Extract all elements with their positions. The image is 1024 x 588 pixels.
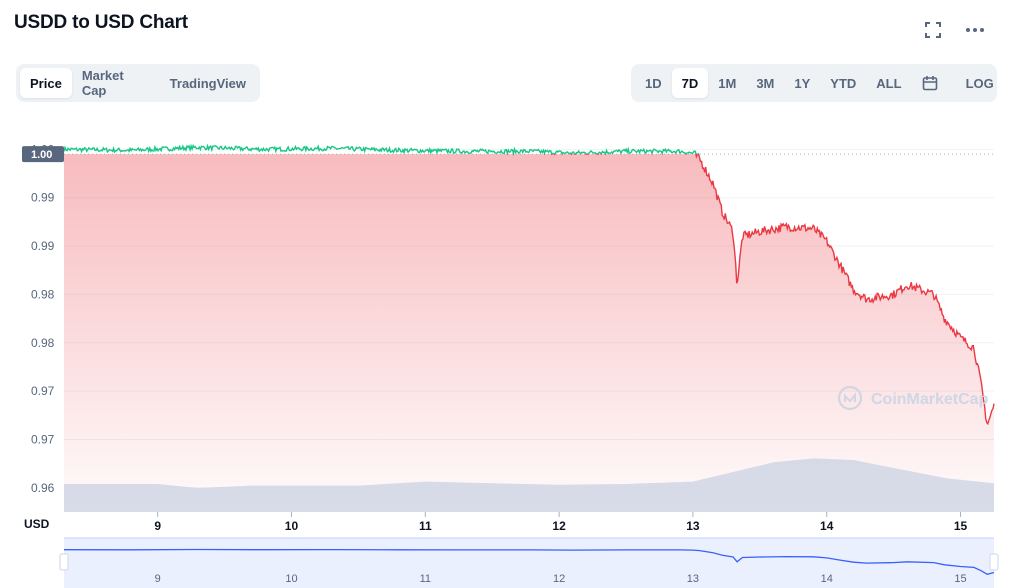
- y-tick-label: 0.99: [31, 191, 55, 205]
- log-scale-button[interactable]: LOG: [965, 75, 994, 91]
- view-tabs: Price Market Cap TradingView: [16, 64, 260, 102]
- fullscreen-icon[interactable]: [921, 18, 945, 42]
- y-tick-label: 0.96: [31, 481, 55, 495]
- tab-tradingview[interactable]: TradingView: [169, 75, 246, 91]
- calendar-icon: [922, 76, 937, 91]
- navigator-tick-label: 14: [821, 573, 833, 585]
- range-1d[interactable]: 1D: [645, 75, 662, 91]
- y-tick-label: 0.99: [31, 239, 55, 253]
- x-tick-label: 11: [419, 519, 432, 533]
- current-price-label: 1.00: [31, 149, 52, 161]
- x-tick-label: 13: [686, 519, 700, 533]
- range-ytd[interactable]: YTD: [830, 75, 857, 91]
- x-tick-label: 15: [954, 519, 968, 533]
- coinmarketcap-logo-mark: [844, 392, 856, 403]
- y-tick-label: 0.97: [31, 432, 55, 446]
- watermark-text: CoinMarketCap: [871, 391, 989, 408]
- navigator-tick-label: 10: [285, 573, 297, 585]
- navigator-background: [64, 538, 994, 588]
- calendar-button[interactable]: [912, 68, 948, 98]
- navigator-tick-label: 11: [420, 573, 431, 585]
- current-price-tag: [22, 146, 64, 163]
- y-tick-label: 0.98: [31, 336, 55, 350]
- range-1m[interactable]: 1M: [718, 75, 737, 91]
- price-line-down: [403, 154, 995, 426]
- y-tick-label: 0.98: [31, 287, 55, 301]
- more-options-icon[interactable]: [963, 18, 987, 42]
- x-tick-label: 14: [820, 519, 834, 533]
- navigator-handle-left: [59, 553, 69, 571]
- navigator-handle-right: [989, 553, 999, 571]
- price-area-down: [64, 154, 994, 512]
- navigator-tick-label: 15: [954, 573, 966, 585]
- range-3m[interactable]: 3M: [756, 75, 775, 91]
- navigator-tick-label: 12: [553, 573, 565, 585]
- coinmarketcap-logo: [837, 385, 863, 411]
- x-tick-label: 9: [154, 519, 161, 533]
- navigator-line: [63, 548, 995, 575]
- navigator-tick-label: 9: [155, 573, 161, 585]
- navigator-tick-label: 13: [687, 573, 699, 585]
- range-1y[interactable]: 1Y: [794, 75, 811, 91]
- x-tick-label: 10: [285, 519, 299, 533]
- currency-label: USD: [24, 517, 50, 531]
- price-line-up: [63, 143, 700, 155]
- volume-area: [64, 458, 994, 512]
- tab-market-cap[interactable]: Market Cap: [81, 68, 124, 98]
- range-all[interactable]: ALL: [876, 75, 902, 91]
- range-tabs: 1D 7D 1M 3M 1Y YTD ALL LOG: [631, 64, 997, 102]
- y-tick-label: 0.97: [31, 384, 55, 398]
- x-tick-label: 12: [552, 519, 566, 533]
- tab-price[interactable]: Price: [20, 68, 72, 98]
- range-7d[interactable]: 7D: [671, 68, 709, 98]
- chart-title: USDD to USD Chart: [14, 12, 188, 33]
- price-chart[interactable]: 1.000.990.990.980.980.970.970.961.00Coin…: [0, 120, 1024, 588]
